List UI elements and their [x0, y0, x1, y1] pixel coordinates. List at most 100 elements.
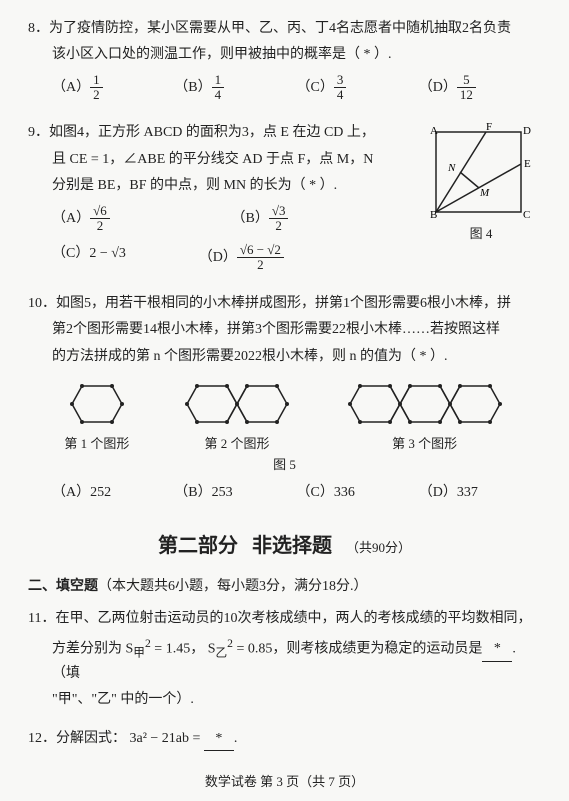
q12-line: 12．分解因式： 3a² − 21ab = *.	[28, 728, 541, 751]
fill-main: 二、填空题	[28, 579, 98, 594]
q9-b-den: 2	[269, 219, 289, 233]
q8-d-label: （D）	[419, 80, 457, 95]
svg-text:C: C	[523, 209, 530, 221]
q8-text2: 该小区入口处的测温工作，则甲被抽中的概率是（ * ）.	[28, 44, 541, 66]
hex3-svg	[345, 378, 505, 430]
q9-text1: 如图4，正方形 ABCD 的面积为3，点 E 在边 CD 上，	[49, 125, 375, 140]
q8-b-label: （B）	[174, 80, 211, 95]
q8-opt-c: （C）34	[297, 73, 419, 103]
section-2-title: 第二部分 非选择题 （共90分）	[28, 530, 541, 562]
q8-d-num: 5	[457, 73, 476, 88]
fig5-item-1: 第 1 个图形	[64, 378, 129, 455]
q10-opt-b: （B）253	[174, 482, 296, 504]
q8-c-den: 4	[334, 88, 347, 102]
fill-title: 二、填空题（本大题共6小题，每小题3分，满分18分.）	[28, 576, 541, 598]
section-2-note: （共90分）	[346, 540, 411, 555]
q12-text: 分解因式： 3a² − 21ab =	[56, 731, 200, 746]
fill-note: （本大题共6小题，每小题3分，满分18分.）	[98, 579, 368, 594]
q12-tail: .	[234, 731, 238, 746]
figure-5: 第 1 个图形 第 2 个图形 第 3 个图形	[28, 372, 541, 455]
q10-line1: 10．如图5，用若干根相同的小木棒拼成图形，拼第1个图形需要6根小木棒，拼	[28, 293, 541, 315]
q11-sub2: 乙	[215, 646, 227, 659]
q11-t2c: = 0.85，则考核成绩更为稳定的运动员是	[233, 641, 482, 656]
svg-text:N: N	[447, 162, 456, 174]
svg-text:M: M	[479, 187, 490, 199]
q9-a-den: 2	[90, 219, 110, 233]
q9-a-num: √6	[90, 204, 110, 219]
q10-text3: 的方法拼成的第 n 个图形需要2022根小木棒，则 n 的值为（ * ）.	[28, 346, 541, 368]
figure-4: A D B C F E M N 图 4	[421, 122, 541, 245]
q8-b-num: 1	[212, 73, 225, 88]
fig5-cap2: 第 2 个图形	[182, 434, 292, 455]
q11-line2: 方差分别为 S甲2 = 1.45， S乙2 = 0.85，则考核成绩更为稳定的运…	[28, 635, 541, 686]
fig5-cap3: 第 3 个图形	[345, 434, 505, 455]
q8-num: 8．	[28, 21, 49, 36]
section-2-sub: 非选择题	[252, 535, 332, 557]
question-8: 8．为了疫情防控，某小区需要从甲、乙、丙、丁4名志愿者中随机抽取2名负责 该小区…	[28, 18, 541, 106]
q11-text3: "甲"、"乙" 中的一个）.	[28, 689, 541, 711]
q8-options: （A）12 （B）14 （C）34 （D）512	[28, 73, 541, 107]
q9-options-row2: （C）2 − √3 （D）√6 − √22	[28, 243, 541, 277]
q9-opt-c: （C）2 − √3	[52, 243, 199, 273]
fig5-item-3: 第 3 个图形	[345, 378, 505, 455]
q9-opt-b: （B）√32	[232, 204, 412, 234]
q10-opt-a: （A）252	[52, 482, 174, 504]
q10-text1: 如图5，用若干根相同的小木棒拼成图形，拼第1个图形需要6根小木棒，拼	[56, 296, 511, 311]
q11-line1: 11．在甲、乙两位射击运动员的10次考核成绩中，两人的考核成绩的平均数相同，	[28, 608, 541, 630]
q8-text1: 为了疫情防控，某小区需要从甲、乙、丙、丁4名志愿者中随机抽取2名负责	[49, 21, 511, 36]
q11-t2b: = 1.45， S	[151, 641, 216, 656]
q8-opt-d: （D）512	[419, 73, 541, 103]
question-12: 12．分解因式： 3a² − 21ab = *.	[28, 728, 541, 751]
q10-options: （A）252 （B）253 （C）336 （D）337	[28, 482, 541, 508]
svg-text:D: D	[523, 125, 531, 137]
q8-opt-b: （B）14	[174, 73, 296, 103]
q8-line1: 8．为了疫情防控，某小区需要从甲、乙、丙、丁4名志愿者中随机抽取2名负责	[28, 18, 541, 40]
svg-text:E: E	[524, 158, 531, 170]
q8-c-label: （C）	[297, 80, 334, 95]
q9-b-label: （B）	[232, 211, 269, 226]
q8-c-num: 3	[334, 73, 347, 88]
q11-t2a: 方差分别为 S	[52, 641, 133, 656]
fig5-item-2: 第 2 个图形	[182, 378, 292, 455]
q11-num: 11．	[28, 611, 55, 626]
figure-5-label: 图 5	[28, 455, 541, 476]
q9-num: 9．	[28, 125, 49, 140]
q8-a-label: （A）	[52, 80, 90, 95]
figure-4-label: 图 4	[421, 224, 541, 245]
figure-4-svg: A D B C F E M N	[426, 122, 536, 222]
svg-text:B: B	[430, 209, 437, 221]
hex1-svg	[67, 378, 127, 430]
section-2-main: 第二部分	[158, 535, 238, 557]
q10-opt-d: （D）337	[419, 482, 541, 504]
q8-a-num: 1	[90, 73, 103, 88]
q12-blank: *	[204, 728, 234, 751]
q9-c-label: （C）	[52, 246, 89, 261]
q9-opt-d: （D）√6 − √22	[199, 243, 541, 273]
q10-text2: 第2个图形需要14根小木棒，拼第3个图形需要22根小木棒……若按照这样	[28, 319, 541, 341]
q12-num: 12．	[28, 731, 56, 746]
q9-opt-a: （A）√62	[52, 204, 232, 234]
q10-opt-c: （C）336	[297, 482, 419, 504]
q8-d-den: 12	[457, 88, 476, 102]
svg-text:A: A	[430, 125, 438, 137]
page-footer: 数学试卷 第 3 页（共 7 页）	[0, 772, 569, 793]
q11-text1: 在甲、乙两位射击运动员的10次考核成绩中，两人的考核成绩的平均数相同，	[55, 611, 531, 626]
q8-opt-a: （A）12	[52, 73, 174, 103]
q11-blank: *	[482, 638, 512, 661]
svg-text:F: F	[486, 122, 492, 133]
q8-a-den: 2	[90, 88, 103, 102]
q10-num: 10．	[28, 296, 56, 311]
question-10: 10．如图5，用若干根相同的小木棒拼成图形，拼第1个图形需要6根小木棒，拼 第2…	[28, 293, 541, 508]
q9-d-den: 2	[237, 258, 284, 272]
hex2-svg	[182, 378, 292, 430]
q9-b-num: √3	[269, 204, 289, 219]
q9-d-num: √6 − √2	[237, 243, 284, 258]
question-11: 11．在甲、乙两位射击运动员的10次考核成绩中，两人的考核成绩的平均数相同， 方…	[28, 608, 541, 711]
q11-sub1: 甲	[133, 646, 145, 659]
q9-d-label: （D）	[199, 250, 237, 265]
q8-b-den: 4	[212, 88, 225, 102]
fig5-cap1: 第 1 个图形	[64, 434, 129, 455]
question-9: A D B C F E M N 图 4 9．如图4，正方形 ABCD 的面积为3…	[28, 122, 541, 276]
q9-a-label: （A）	[52, 211, 90, 226]
q9-c-text: 2 − √3	[89, 246, 126, 261]
